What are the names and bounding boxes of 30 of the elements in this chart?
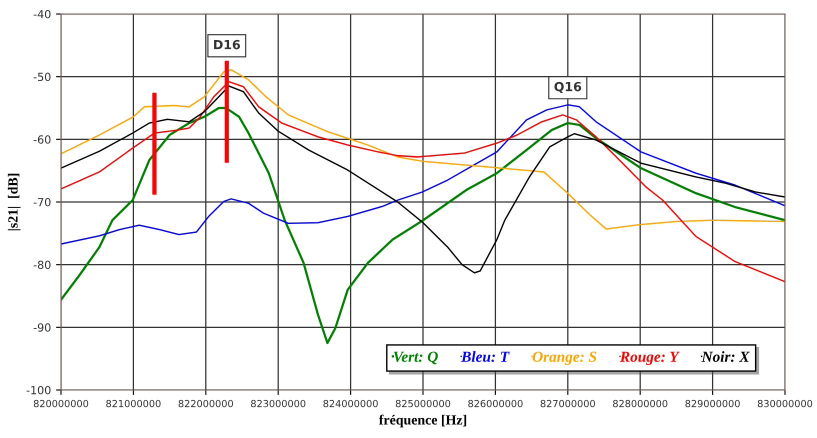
x-tick-label: 830000000 (758, 400, 812, 408)
x-tick-label: 829000000 (685, 400, 740, 408)
x-tick-label: 828000000 (613, 400, 668, 408)
x-tick-label: 822000000 (178, 400, 233, 408)
y-tick-label: -60 (34, 135, 51, 144)
line-series (61, 69, 785, 230)
x-axis-title: fréquence [Hz] (378, 414, 466, 428)
x-tick-label: 826000000 (468, 400, 523, 408)
legend-label: Orange: S (532, 352, 596, 365)
x-tick-label: 820000000 (34, 400, 88, 408)
annotation: Q16 (554, 82, 582, 93)
x-tick-label: 824000000 (323, 400, 378, 408)
line-series (61, 104, 785, 245)
y-tick-label: -70 (34, 198, 51, 206)
x-tick-label: 823000000 (251, 400, 306, 408)
y-tick-label: -90 (34, 323, 51, 332)
y-tick-label: -100 (26, 386, 51, 394)
x-tick-label: 821000000 (106, 400, 161, 408)
y-tick-label: -80 (34, 260, 51, 270)
legend-label: Vert: Q (394, 352, 438, 364)
legend-label: Bleu: T (461, 351, 510, 362)
y-tick-label: -40 (34, 10, 51, 18)
y-axis-title: |s21| [dB] (8, 174, 21, 230)
legend-label: Noir: X (701, 351, 750, 362)
line-series (61, 106, 785, 344)
annotation: D16 (214, 40, 240, 50)
x-tick-label: 827000000 (540, 400, 595, 408)
y-tick-label: -50 (34, 72, 51, 82)
x-tick-label: 825000000 (396, 400, 450, 408)
legend-label: Rouge: Y (620, 352, 680, 365)
